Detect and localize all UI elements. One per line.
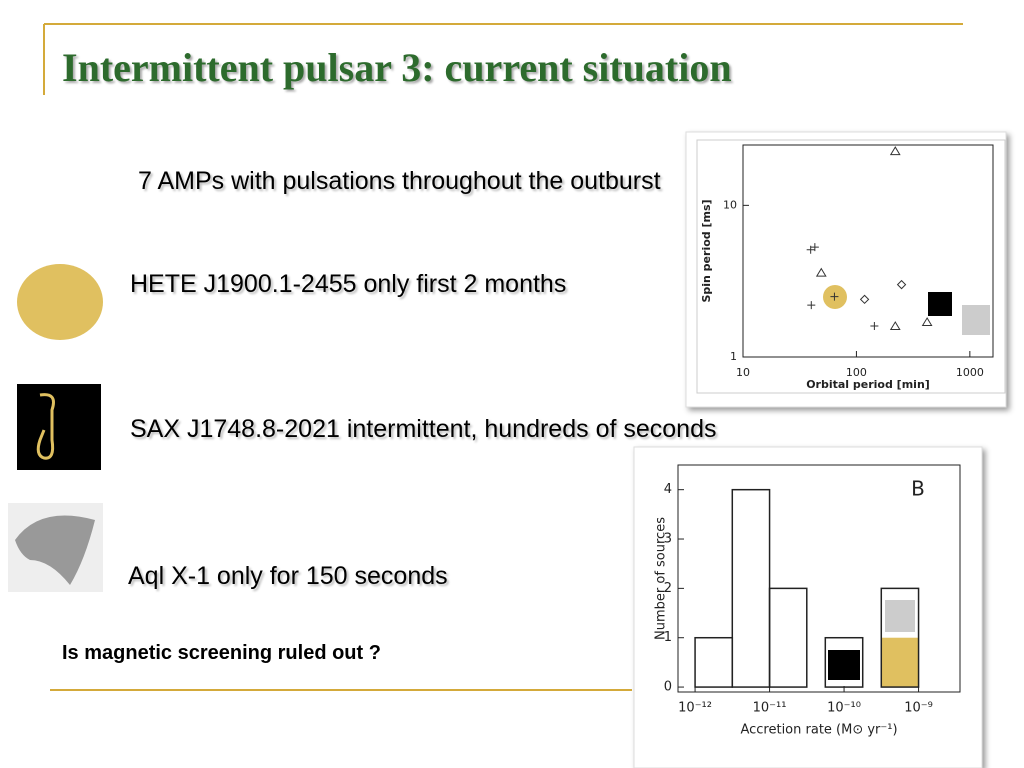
x-tick-label: 10⁻¹¹	[753, 701, 787, 716]
histogram-bar	[768, 587, 808, 688]
data-point	[896, 279, 907, 290]
slide-title: Intermittent pulsar 3: current situation	[62, 45, 732, 90]
histogram-bar	[694, 636, 734, 688]
x-tick-label: 10⁻¹²	[678, 701, 712, 716]
x-tick-label: 100	[846, 366, 867, 379]
data-point	[859, 294, 870, 305]
bullet-item: Aql X-1 only for 150 seconds	[128, 562, 448, 590]
x-tick-label: 10⁻⁹	[904, 701, 933, 716]
x-tick-label: 1000	[956, 366, 984, 379]
bullet-item: SAX J1748.8-2021 intermittent, hundreds …	[130, 415, 717, 443]
x-tick-label: 10⁻¹⁰	[827, 701, 861, 716]
data-point	[921, 317, 933, 327]
data-point	[807, 301, 816, 310]
plot-frame	[742, 144, 994, 358]
data-point	[810, 243, 819, 252]
y-tick-label: 10	[723, 198, 737, 211]
y-axis-label: Number of sources	[654, 517, 669, 640]
histogram-bar	[824, 636, 864, 688]
data-point	[815, 267, 827, 277]
question: Is magnetic screening ruled out ?	[62, 642, 381, 664]
x-tick-label: 10	[736, 366, 750, 379]
plot-frame	[677, 464, 961, 693]
histogram-bar	[731, 488, 771, 688]
data-point	[889, 146, 901, 156]
x-axis-label: Accretion rate (M⊙ yr⁻¹)	[740, 723, 897, 738]
data-point	[830, 292, 839, 301]
x-axis-label: Orbital period [min]	[806, 378, 930, 391]
intro-text: 7 AMPs with pulsations throughout the ou…	[138, 167, 661, 195]
y-tick-label: 4	[664, 482, 672, 497]
y-tick-label: 1	[664, 630, 672, 645]
data-point	[870, 322, 879, 331]
y-axis-label: Spin period [ms]	[700, 199, 713, 302]
y-tick-label: 0	[664, 680, 672, 695]
y-tick-label: 1	[730, 350, 737, 363]
data-point	[889, 321, 901, 331]
y-tick-label: 3	[664, 532, 672, 547]
highlight-bar	[881, 637, 919, 688]
data-point	[806, 245, 815, 254]
bullet-item: HETE J1900.1-2455 only first 2 months	[130, 270, 567, 298]
y-tick-label: 2	[664, 581, 672, 596]
histogram-bar	[880, 587, 920, 688]
annotation: B	[911, 477, 925, 501]
